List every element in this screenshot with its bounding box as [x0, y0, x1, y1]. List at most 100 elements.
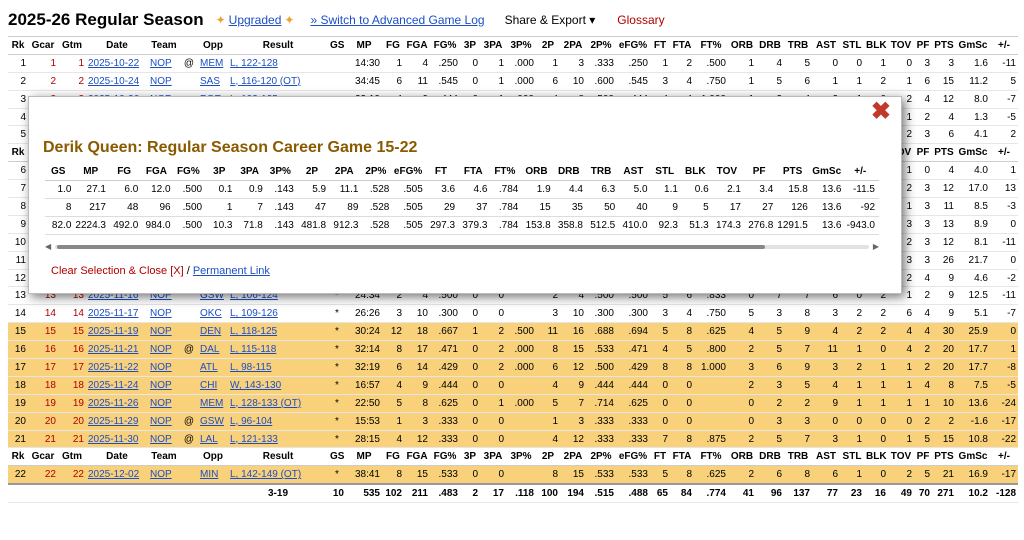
column-header[interactable]: FG [382, 447, 404, 467]
column-header[interactable]: 2P [536, 36, 560, 55]
result-link[interactable]: L, 109-126 [228, 304, 328, 324]
opponent-link-anchor[interactable]: OKC [200, 308, 222, 320]
date-link-anchor[interactable]: 2025-11-30 [88, 433, 139, 445]
share-export-menu[interactable]: Share & Export ▾ [504, 13, 596, 27]
column-header[interactable]: eFG% [616, 36, 650, 55]
column-header[interactable]: FGA [404, 36, 430, 55]
column-header[interactable]: 2PA [560, 36, 586, 55]
column-header[interactable]: 2P% [586, 447, 616, 467]
column-header[interactable]: MP [346, 36, 382, 55]
column-header[interactable]: FGA [404, 447, 430, 467]
date-link-anchor[interactable]: 2025-11-24 [88, 379, 139, 391]
date-link[interactable]: 2025-11-29 [86, 412, 148, 431]
date-link[interactable]: 2025-11-17 [86, 304, 148, 324]
team-link[interactable]: NOP [148, 304, 180, 324]
column-header[interactable]: FT% [694, 447, 728, 467]
date-link[interactable]: 2025-10-24 [86, 72, 148, 91]
column-header[interactable]: BLK [864, 447, 888, 467]
column-header[interactable]: AST [812, 36, 840, 55]
date-link-anchor[interactable]: 2025-11-16 [88, 290, 139, 302]
date-link-anchor[interactable]: 2025-11-17 [88, 308, 139, 320]
column-header[interactable]: Result [228, 447, 328, 467]
team-link[interactable]: NOP [148, 340, 180, 360]
team-link-anchor[interactable]: NOP [150, 57, 172, 69]
result-link-anchor[interactable]: L, 121-133 [230, 433, 278, 445]
result-link[interactable]: W, 143-130 [228, 376, 328, 395]
opponent-link-anchor[interactable]: ATL [200, 361, 218, 373]
column-header[interactable]: GmSc [956, 36, 990, 55]
result-link-anchor[interactable]: W, 143-130 [230, 379, 282, 391]
column-header[interactable]: FT% [694, 36, 728, 55]
date-link[interactable]: 2025-11-24 [86, 376, 148, 395]
result-link[interactable]: L, 115-118 [228, 340, 328, 360]
permanent-link[interactable]: Permanent Link [192, 265, 270, 277]
opponent-link[interactable]: DAL [198, 340, 228, 360]
opponent-link-anchor[interactable]: MIN [200, 469, 219, 481]
result-link[interactable]: L, 98-115 [228, 358, 328, 377]
column-header[interactable]: AST [812, 447, 840, 467]
date-link-anchor[interactable]: 2025-11-19 [88, 326, 139, 338]
column-header[interactable]: Opp [198, 447, 228, 467]
date-link-anchor[interactable]: 2025-11-22 [88, 361, 139, 373]
opponent-link[interactable]: OKC [198, 304, 228, 324]
column-header[interactable]: +/- [990, 447, 1018, 467]
scroll-right-icon[interactable]: ▶ [872, 242, 879, 251]
team-link-anchor[interactable]: NOP [150, 397, 172, 409]
result-link-anchor[interactable]: L, 115-118 [230, 344, 277, 356]
column-header[interactable]: TOV [888, 447, 914, 467]
column-header[interactable]: PF [914, 447, 932, 467]
opponent-link[interactable]: DEN [198, 322, 228, 342]
result-link[interactable]: L, 116-120 (OT) [228, 72, 328, 91]
column-header[interactable]: FTA [670, 36, 694, 55]
column-header[interactable]: FG [382, 36, 404, 55]
column-header[interactable]: BLK [864, 36, 888, 55]
column-header[interactable]: eFG% [616, 447, 650, 467]
team-link-anchor[interactable]: NOP [150, 379, 172, 391]
date-link[interactable]: 2025-11-22 [86, 358, 148, 377]
table-row[interactable]: 17 17 17 2025-11-22 NOP ATL L, 98-115 * 32:19 6 14… [8, 358, 1018, 377]
opponent-link-anchor[interactable]: GSW [200, 290, 224, 302]
date-link[interactable]: 2025-11-26 [86, 394, 148, 413]
column-header[interactable]: ORB [728, 36, 756, 55]
column-header[interactable]: Team [148, 447, 180, 467]
team-link[interactable]: NOP [148, 394, 180, 413]
team-link-anchor[interactable]: NOP [150, 361, 172, 373]
column-header[interactable]: 2P [536, 447, 560, 467]
result-link-anchor[interactable]: L, 118-125 [230, 326, 278, 338]
table-row[interactable]: 20 20 20 2025-11-29 NOP @ GSW L, 96-104 * 15:53 1 3… [8, 412, 1018, 431]
column-header[interactable]: 3P% [506, 447, 536, 467]
date-link-anchor[interactable]: 2025-11-21 [88, 344, 139, 356]
team-link-anchor[interactable]: NOP [150, 344, 172, 356]
date-link[interactable]: 2025-11-30 [86, 430, 148, 449]
column-header[interactable]: 3P [460, 36, 480, 55]
column-header[interactable]: PTS [932, 143, 956, 163]
result-link-anchor[interactable]: L, 116-120 (OT) [230, 75, 301, 87]
opponent-link[interactable]: CHI [198, 376, 228, 395]
team-link-anchor[interactable]: NOP [150, 469, 172, 481]
table-row[interactable]: 14 14 14 2025-11-17 NOP OKC L, 109-126 * 26:26 3 1… [8, 304, 1018, 324]
column-header[interactable]: Team [148, 36, 180, 55]
column-header[interactable]: DRB [756, 447, 784, 467]
team-link[interactable]: NOP [148, 412, 180, 431]
column-header[interactable]: 2PA [560, 447, 586, 467]
column-header[interactable]: Gtm [58, 36, 86, 55]
opponent-link[interactable]: MIN [198, 465, 228, 485]
column-header[interactable]: GS [328, 447, 346, 467]
team-link[interactable]: NOP [148, 376, 180, 395]
team-link[interactable]: NOP [148, 54, 180, 73]
career-table-container[interactable]: GS MP FG FGA FG% 3P 3PA 3P% 2P 2PA 2P% eFG% FT FTA FT%… [45, 163, 879, 239]
column-header[interactable]: Opp [198, 36, 228, 55]
column-header[interactable]: 3P% [506, 36, 536, 55]
upgraded-badge[interactable]: ✦ Upgraded ✦ [216, 13, 295, 27]
result-link[interactable]: L, 118-125 [228, 322, 328, 342]
column-header[interactable]: Rk [8, 143, 28, 163]
team-link-anchor[interactable]: NOP [150, 433, 172, 445]
team-link-anchor[interactable]: NOP [150, 308, 172, 320]
scroll-thumb[interactable] [57, 245, 765, 249]
column-header[interactable]: Gcar [28, 447, 58, 467]
column-header[interactable]: MP [346, 447, 382, 467]
date-link-anchor[interactable]: 2025-10-24 [88, 75, 140, 87]
table-row[interactable]: 19 19 19 2025-11-26 NOP MEM L, 128-133 (OT) * 22… [8, 394, 1018, 413]
team-link-anchor[interactable]: NOP [150, 326, 172, 338]
opponent-link[interactable]: MEM [198, 394, 228, 413]
